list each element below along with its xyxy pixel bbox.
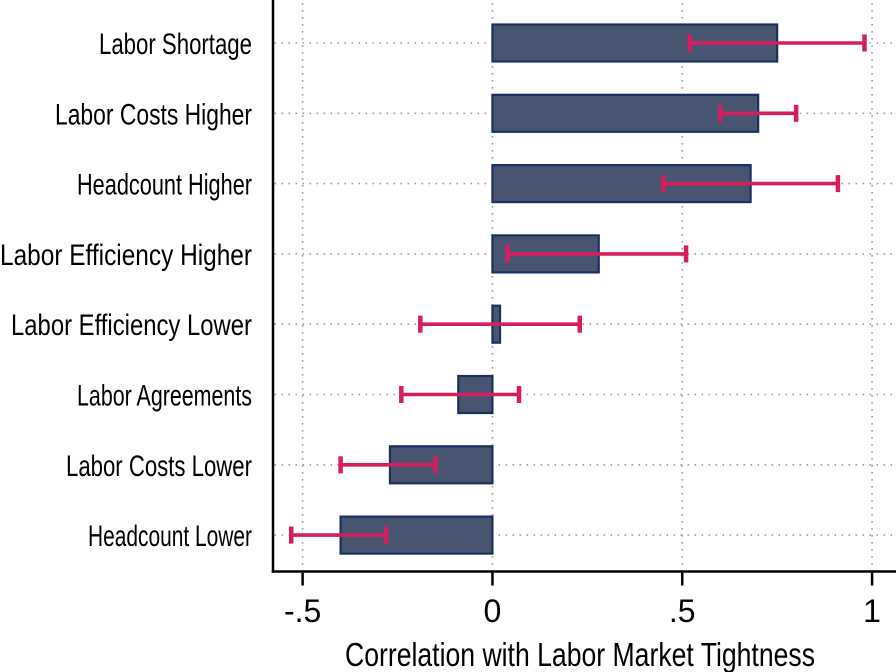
- category-label-7: Headcount Lower: [88, 520, 252, 553]
- category-label-4: Labor Efficiency Lower: [11, 309, 252, 342]
- x-tick-label-1: 0: [484, 593, 502, 629]
- category-label-1: Labor Costs Higher: [55, 98, 252, 131]
- bar-1: [491, 93, 760, 133]
- x-tick-label-0: -.5: [284, 593, 321, 629]
- x-axis-title: Correlation with Labor Market Tightness: [345, 636, 815, 672]
- category-label-3: Labor Efficiency Higher: [0, 239, 252, 272]
- category-label-5: Labor Agreements: [77, 380, 252, 413]
- category-label-2: Headcount Higher: [77, 169, 252, 202]
- x-tick-label-3: 1: [863, 593, 881, 629]
- category-label-0: Labor Shortage: [99, 28, 252, 61]
- category-label-6: Labor Costs Lower: [66, 450, 252, 483]
- x-tick-label-2: .5: [669, 593, 696, 629]
